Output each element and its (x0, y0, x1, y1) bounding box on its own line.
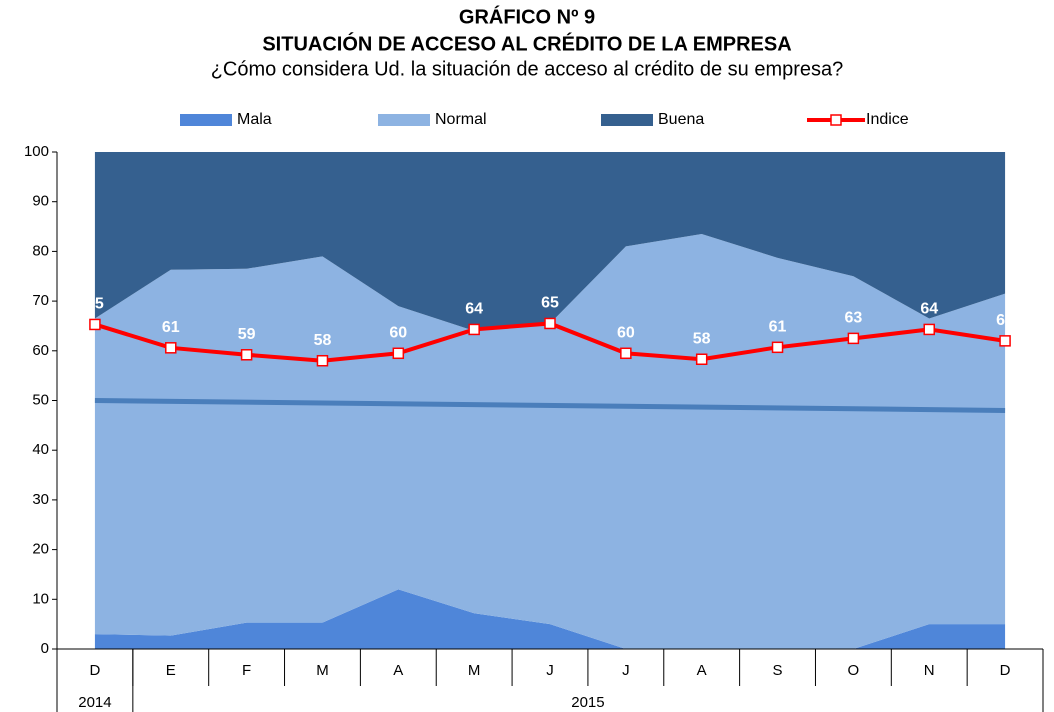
chart-question: ¿Cómo considera Ud. la situación de acce… (211, 58, 844, 80)
y-tick-label: 40 (32, 441, 49, 458)
x-tick-label: N (924, 662, 935, 679)
value-label: 63 (844, 310, 862, 327)
value-label: 61 (162, 319, 180, 336)
y-tick-label: 70 (32, 292, 49, 309)
value-label: 59 (238, 326, 256, 343)
marker (695, 353, 708, 365)
legend-swatch (378, 114, 430, 126)
marker (847, 332, 860, 345)
marker (165, 342, 177, 354)
y-tick-label: 60 (32, 342, 49, 359)
value-label: 60 (389, 325, 407, 342)
x-tick-label: J (622, 662, 630, 679)
group-label: 2015 (571, 694, 604, 711)
area (94, 234, 1006, 649)
marker (999, 335, 1011, 347)
area (94, 589, 1006, 649)
x-tick-label: D (90, 662, 101, 679)
marker (771, 341, 784, 354)
y-tick-label: 10 (32, 590, 49, 607)
x-tick-label: O (848, 662, 860, 679)
legend-label: Normal (435, 111, 487, 128)
y-tick-label: 80 (32, 242, 49, 259)
value-label: 58 (693, 330, 711, 347)
x-tick-label: S (773, 662, 783, 679)
marker (392, 347, 405, 360)
chart-title: GRÁFICO Nº 9 (459, 5, 595, 28)
y-tick-label: 90 (32, 193, 49, 210)
x-tick-label: F (242, 662, 251, 679)
area (94, 152, 1006, 331)
x-tick-label: M (468, 662, 481, 679)
marker (316, 354, 329, 367)
y-tick-label: 50 (32, 391, 49, 408)
marker (89, 318, 101, 331)
value-label: 61 (769, 319, 787, 336)
value-label: 64 (465, 301, 483, 318)
legend-label: Mala (237, 111, 272, 128)
legend-marker (830, 114, 842, 126)
x-tick-label: D (1000, 662, 1011, 679)
x-tick-label: E (166, 662, 176, 679)
marker (544, 317, 556, 330)
chart-subtitle: SITUACIÓN DE ACCESO AL CRÉDITO DE LA EMP… (262, 31, 791, 55)
value-label: 62 (996, 312, 1014, 329)
y-tick-label: 30 (32, 491, 49, 508)
y-tick-label: 0 (41, 640, 49, 657)
y-tick-label: 20 (32, 541, 49, 558)
marker (240, 349, 253, 361)
group-label: 2014 (78, 694, 111, 711)
x-tick-label: A (393, 662, 403, 679)
x-tick-label: M (316, 662, 329, 679)
legend-swatch (601, 114, 653, 126)
legend-swatch (180, 114, 232, 126)
value-label: 65 (86, 296, 104, 313)
legend-label: Indice (866, 111, 909, 128)
x-tick-label: J (546, 662, 554, 679)
value-label: 65 (541, 295, 559, 312)
value-label: 58 (314, 332, 332, 349)
value-label: 60 (617, 325, 635, 342)
value-label: 64 (920, 301, 938, 318)
marker (468, 323, 480, 336)
legend-label: Buena (658, 111, 704, 128)
x-tick-label: A (697, 662, 707, 679)
trend-line (94, 398, 1006, 413)
marker (620, 347, 632, 360)
marker (923, 323, 935, 336)
y-tick-label: 100 (24, 143, 49, 160)
